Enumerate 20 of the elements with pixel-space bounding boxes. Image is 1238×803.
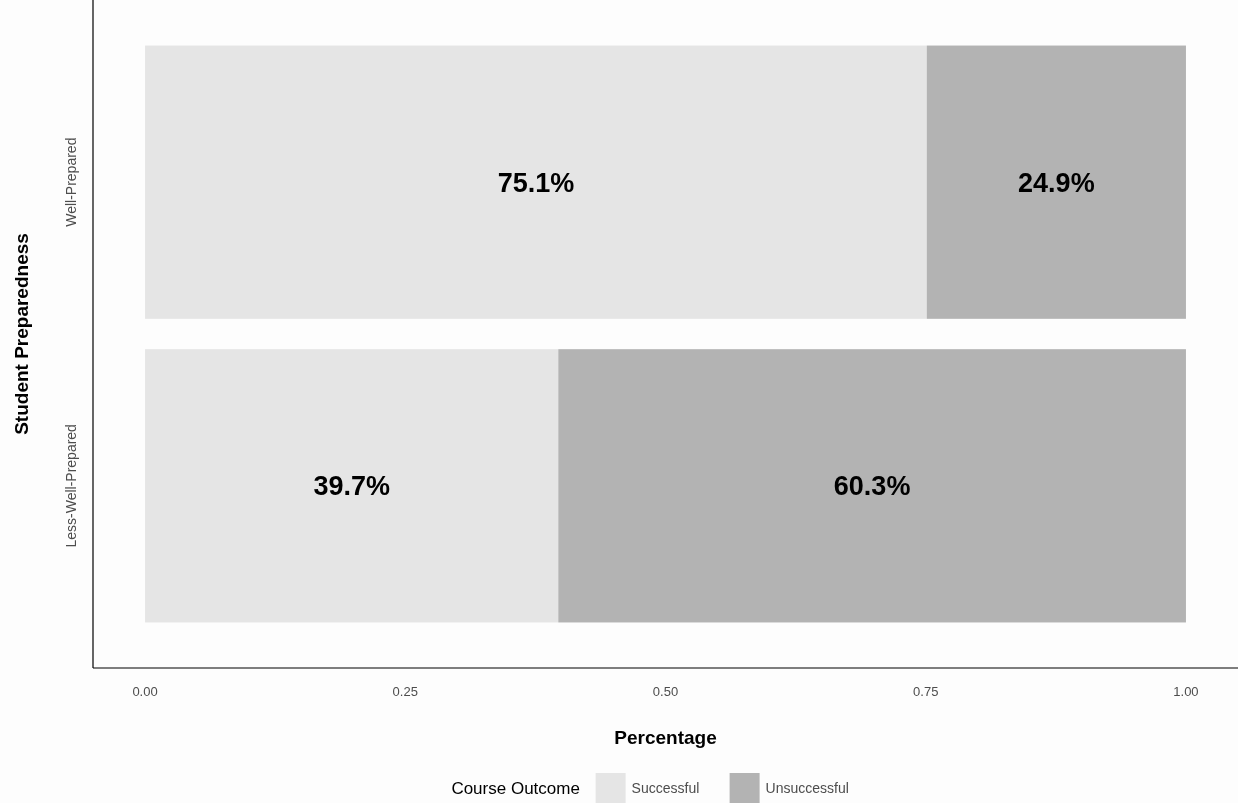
legend-label: Unsuccessful — [765, 779, 849, 796]
x-tick-label: 0.00 — [132, 683, 158, 699]
bar — [145, 45, 927, 319]
bar — [145, 349, 559, 623]
x-tick-label: 1.00 — [1173, 683, 1199, 699]
bar — [926, 45, 1186, 319]
data-label: 75.1% — [497, 167, 575, 198]
data-label: 60.3% — [833, 471, 911, 502]
y-axis-title: Student Preparedness — [11, 233, 32, 435]
x-tick-label: 0.25 — [392, 683, 418, 699]
data-label: 24.9% — [1018, 167, 1095, 198]
y-tick-label: Less-Well-Prepared — [63, 424, 79, 548]
data-label: 39.7% — [313, 471, 390, 502]
legend-title: Course Outcome — [451, 778, 580, 798]
x-axis-title: Percentage — [614, 726, 717, 748]
bar — [558, 349, 1186, 623]
x-tick-label: 0.75 — [913, 683, 939, 699]
y-tick-label: Well-Prepared — [63, 137, 79, 227]
x-tick-label: 0.50 — [652, 683, 679, 699]
legend-label: Successful — [631, 779, 700, 796]
